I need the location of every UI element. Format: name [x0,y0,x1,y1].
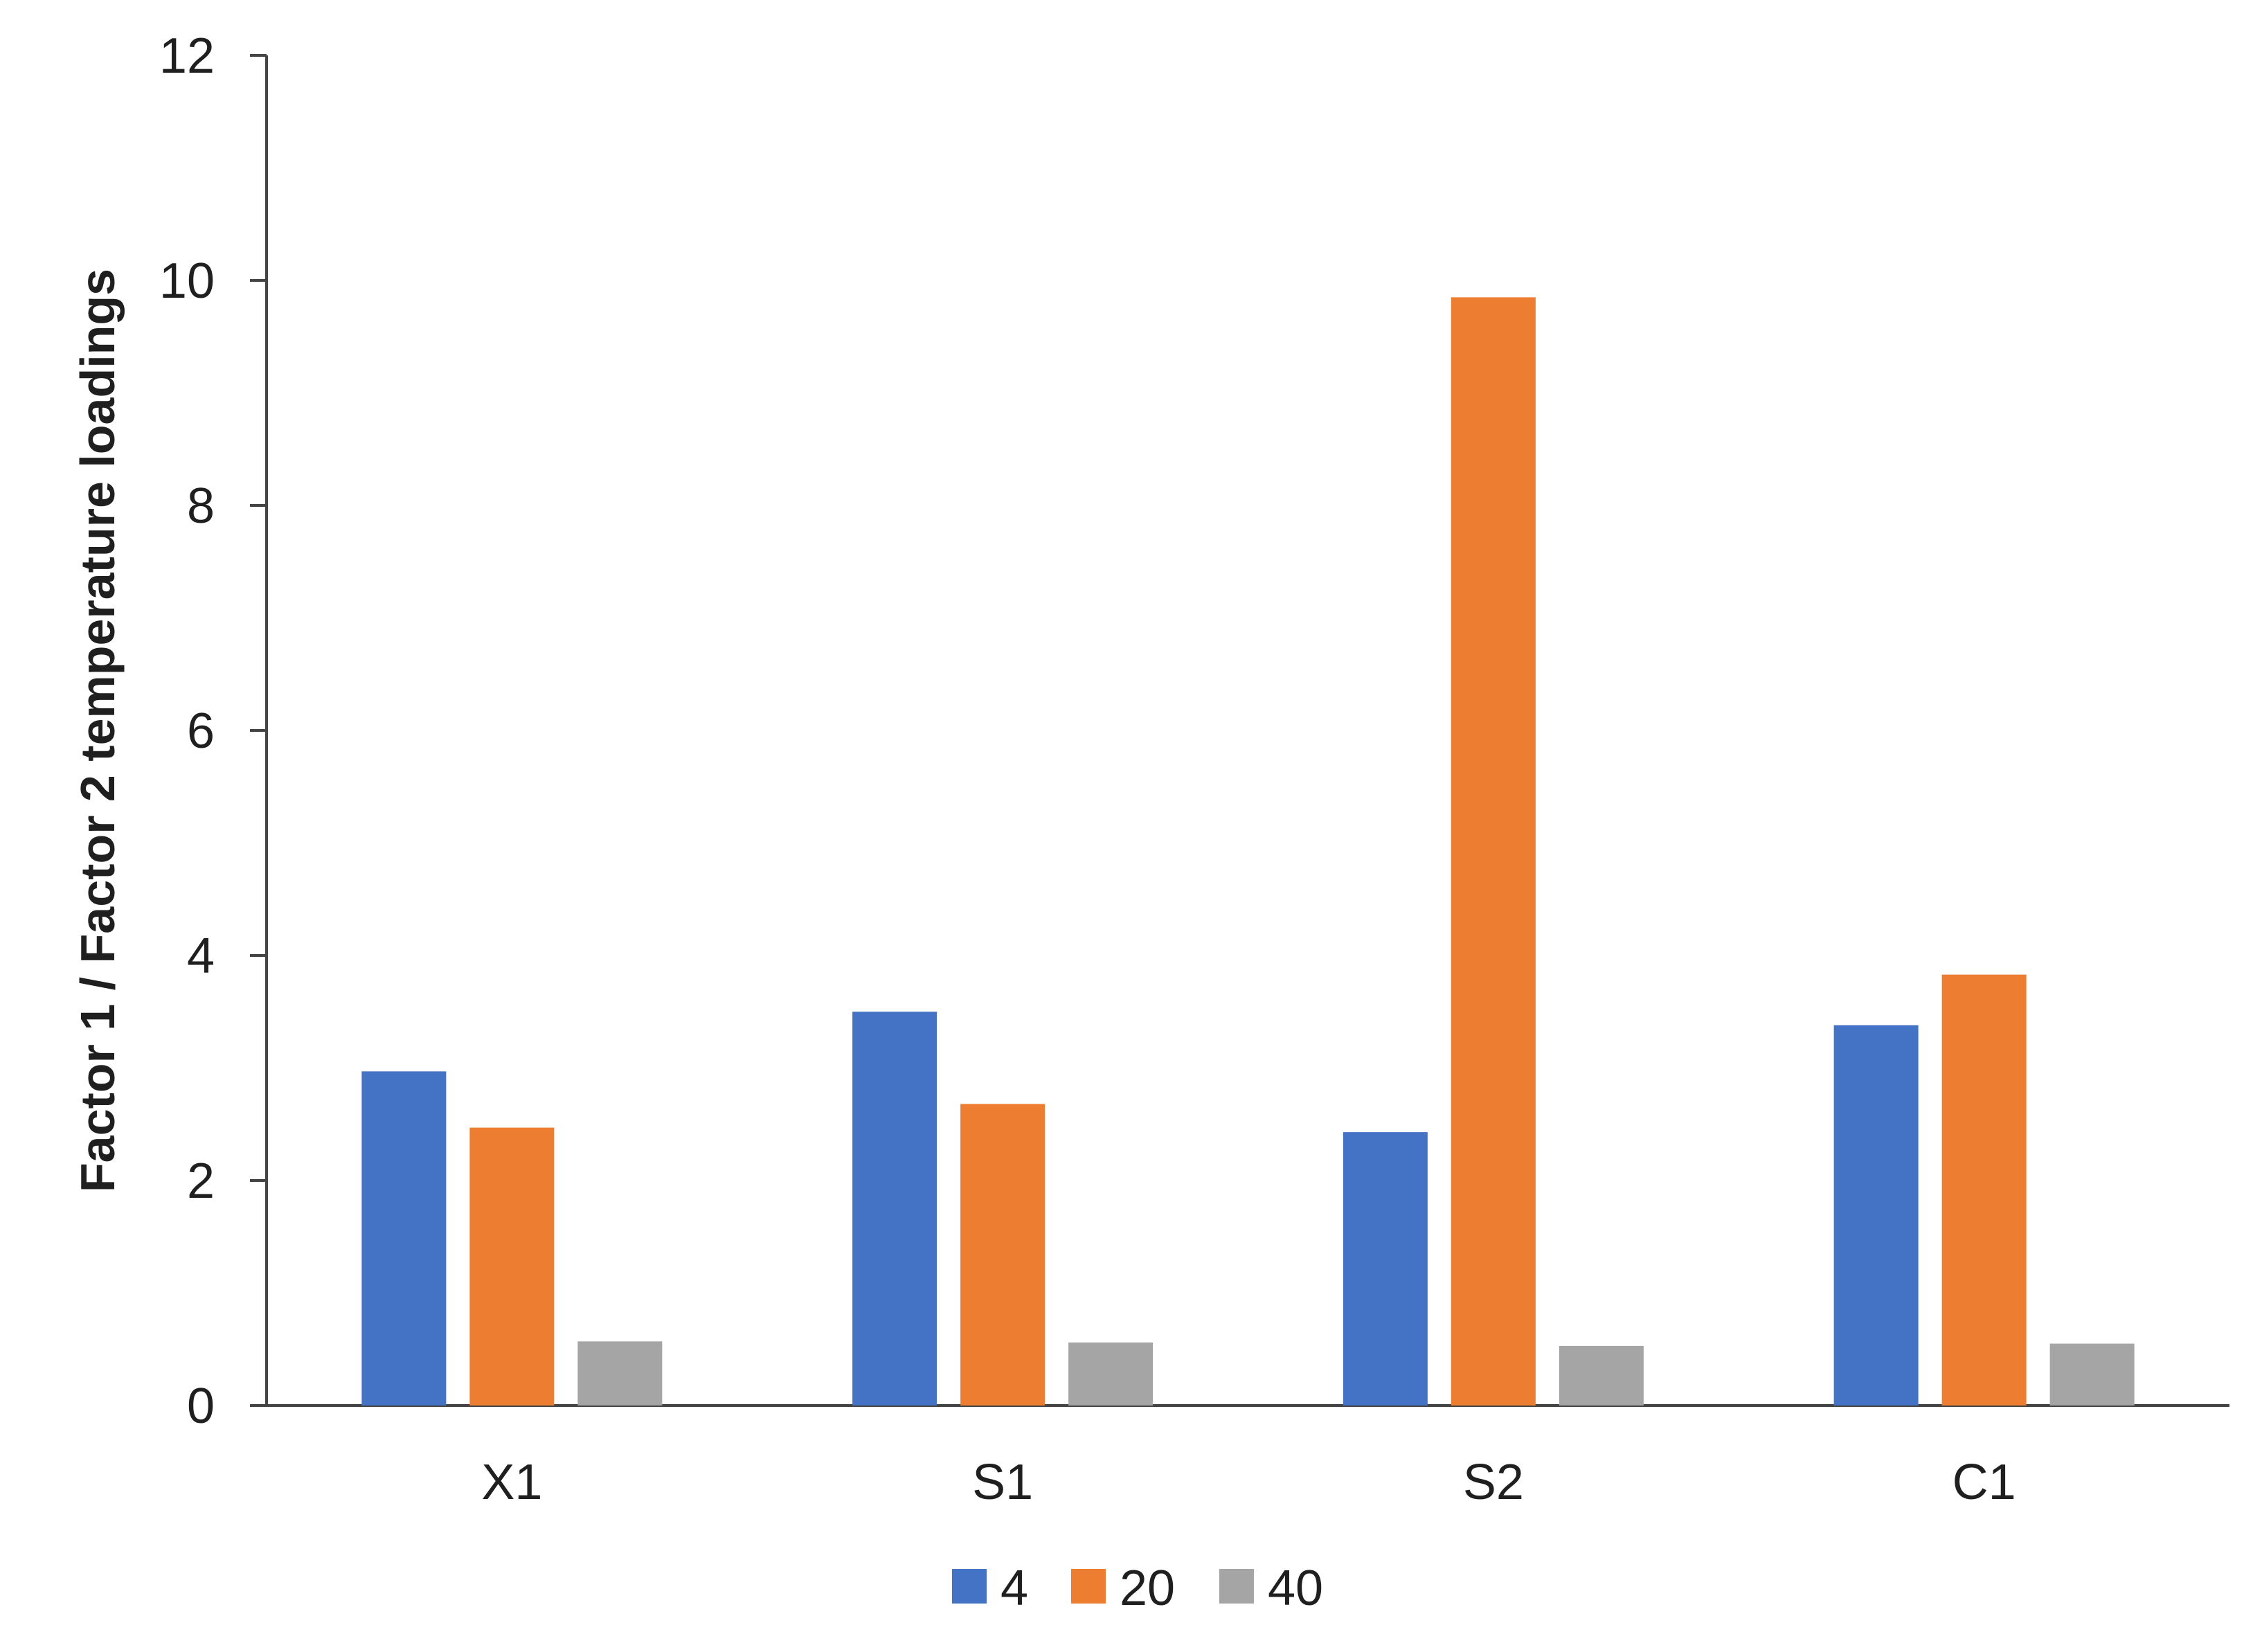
legend-swatch-40 [1219,1569,1254,1604]
x-category-label: S1 [972,1455,1033,1510]
bar-x1-4 [361,1071,447,1406]
y-tick-label: 8 [187,478,215,534]
legend-label-20: 20 [1120,1561,1175,1616]
x-category-label: X1 [481,1455,542,1510]
bar-s1-20 [960,1104,1045,1406]
y-tick-label: 2 [187,1153,215,1209]
bar-x1-40 [577,1341,663,1406]
legend-swatch-20 [1071,1569,1106,1604]
bars [361,297,2135,1406]
legend: 4 20 40 [952,1561,1323,1616]
bar-s2-4 [1343,1132,1428,1406]
bar-x1-20 [469,1127,555,1406]
bar-c1-40 [2049,1343,2135,1406]
bar-c1-20 [1941,974,2027,1406]
legend-label-4: 4 [1000,1561,1028,1616]
y-tick-label: 4 [187,928,215,984]
x-category-label: C1 [1953,1455,2016,1510]
bar-s2-40 [1559,1345,1644,1406]
bar-s2-20 [1451,297,1536,1406]
legend-swatch-4 [952,1569,987,1604]
y-tick-label: 6 [187,703,215,759]
y-axis-title: Factor 1 / Factor 2 temperature loadings [71,269,125,1192]
bar-s1-40 [1068,1343,1154,1406]
bar-c1-4 [1833,1025,1919,1406]
bar-s1-4 [852,1012,937,1406]
y-axis-title-group: Factor 1 / Factor 2 temperature loadings [71,269,125,1192]
y-tick-label: 12 [159,28,215,84]
legend-label-40: 40 [1268,1561,1323,1616]
x-axis-labels: X1 S1 S2 C1 [481,1455,2016,1510]
x-category-label: S2 [1463,1455,1524,1510]
y-tick-label: 0 [187,1379,215,1434]
y-tick-label: 10 [159,253,215,309]
